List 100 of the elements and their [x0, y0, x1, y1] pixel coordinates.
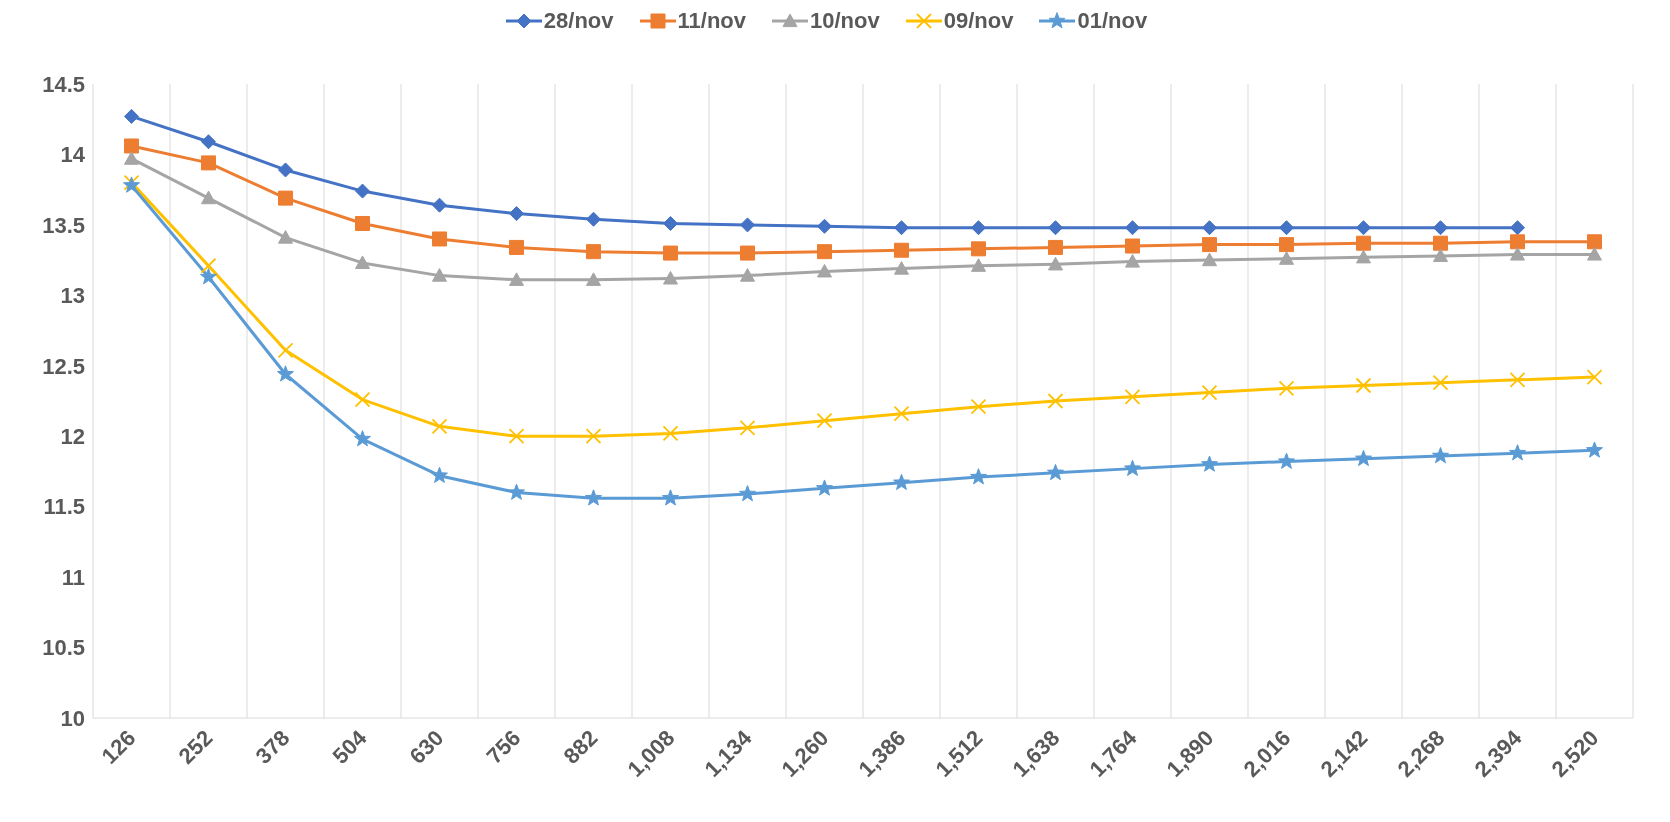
x-tick-label: 126 — [96, 725, 141, 769]
point — [1278, 452, 1295, 469]
point — [278, 162, 293, 178]
point — [355, 255, 370, 270]
point — [1047, 463, 1064, 481]
y-tick-label: 14.5 — [42, 71, 85, 97]
point — [1356, 220, 1371, 236]
point — [1587, 234, 1602, 250]
point — [355, 215, 370, 231]
point — [1433, 220, 1448, 236]
point — [586, 244, 601, 260]
point — [663, 270, 678, 285]
point — [586, 211, 601, 227]
point — [662, 425, 679, 442]
point — [1124, 459, 1141, 476]
y-tick-label: 11.5 — [43, 494, 85, 520]
point — [1124, 388, 1141, 405]
point — [354, 391, 371, 408]
point — [1047, 393, 1064, 409]
point — [816, 412, 833, 429]
point — [1509, 371, 1526, 388]
point — [662, 489, 679, 506]
legend-label: 11/nov — [676, 8, 747, 34]
point — [277, 342, 294, 359]
y-tick-label: 13 — [60, 283, 85, 309]
point — [740, 217, 755, 233]
point — [740, 245, 755, 261]
point — [1048, 220, 1063, 236]
point — [431, 418, 448, 435]
point — [277, 365, 294, 382]
point — [431, 466, 448, 483]
point — [1586, 441, 1603, 458]
point — [355, 183, 370, 199]
point — [1432, 374, 1449, 391]
point — [432, 197, 447, 213]
x-tick-label: 756 — [481, 725, 526, 769]
point — [1586, 369, 1603, 385]
y-tick-label: 12 — [60, 424, 85, 450]
point — [971, 258, 986, 272]
point — [1202, 220, 1217, 236]
x-tick-label: 630 — [404, 725, 449, 769]
point — [970, 398, 987, 415]
x-tick-label: 378 — [250, 725, 295, 769]
point — [1125, 220, 1140, 236]
point — [124, 151, 139, 165]
point — [740, 268, 755, 282]
point — [278, 230, 293, 244]
point — [1510, 234, 1525, 250]
point — [971, 241, 986, 257]
point — [817, 263, 832, 278]
point — [1202, 252, 1217, 267]
point — [739, 419, 756, 436]
point — [817, 218, 832, 234]
point — [1125, 238, 1140, 254]
point — [585, 489, 602, 506]
point — [970, 468, 987, 485]
point — [893, 405, 910, 422]
point — [1432, 447, 1449, 464]
point — [971, 220, 986, 236]
point — [509, 239, 524, 255]
point — [893, 473, 910, 491]
point — [124, 138, 139, 154]
point — [509, 206, 524, 222]
y-tick-label: 11 — [61, 564, 85, 590]
point — [1048, 256, 1063, 271]
point — [354, 430, 371, 447]
point — [201, 134, 216, 150]
point — [508, 483, 525, 500]
x-tick-label: 252 — [173, 725, 218, 769]
point — [200, 257, 217, 274]
y-tick-label: 10.5 — [42, 635, 85, 661]
point — [124, 108, 139, 124]
point — [817, 244, 832, 260]
y-tick-label: 12.5 — [42, 353, 85, 379]
point — [1356, 235, 1371, 251]
point — [894, 261, 909, 275]
point — [739, 485, 756, 502]
point — [1279, 251, 1294, 265]
legend-label: 01/nov — [1076, 8, 1148, 34]
point — [816, 479, 833, 496]
point — [894, 242, 909, 258]
point — [1356, 249, 1371, 264]
y-tick-label: 13.5 — [42, 212, 85, 238]
point — [200, 268, 217, 285]
y-tick-label: 14 — [60, 142, 86, 168]
point — [1202, 237, 1217, 253]
point — [278, 190, 293, 206]
y-tick-label: 10 — [60, 705, 85, 731]
point — [663, 215, 678, 231]
point — [1355, 449, 1372, 467]
point — [508, 428, 525, 445]
x-tick-label: 504 — [327, 724, 372, 769]
point — [1587, 246, 1602, 261]
point — [1278, 380, 1295, 397]
legend-label: 10/nov — [809, 8, 880, 34]
point — [1201, 455, 1218, 472]
point — [1433, 235, 1448, 251]
legend-label: 28/nov — [542, 8, 614, 34]
point — [1433, 248, 1448, 262]
point — [1048, 239, 1063, 255]
